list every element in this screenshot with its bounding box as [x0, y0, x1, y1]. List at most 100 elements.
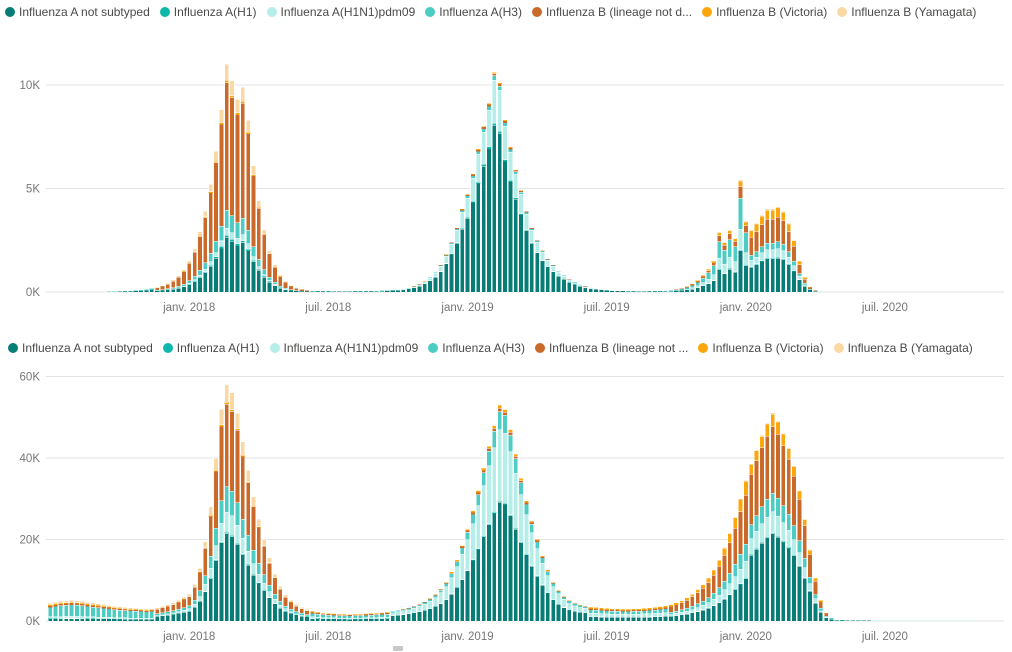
bar-segment-a_h1n1pdm09[interactable] — [48, 616, 53, 619]
bar-segment-a_not_subtyped[interactable] — [588, 616, 594, 622]
bar-segment-b_yamagata[interactable] — [224, 64, 230, 81]
bar-segment-b_yamagata[interactable] — [90, 603, 96, 605]
bar-segment-a_not_subtyped[interactable] — [224, 533, 230, 622]
bar-segment-a_not_subtyped[interactable] — [277, 287, 283, 293]
bar-segment-a_not_subtyped[interactable] — [807, 289, 813, 293]
bar-segment-a_h3[interactable] — [245, 229, 251, 245]
bar-segment-b_lineage_nd[interactable] — [786, 231, 792, 252]
bar-segment-a_h3[interactable] — [732, 246, 738, 263]
bar-segment-b_lineage_nd[interactable] — [609, 610, 615, 612]
bar-segment-b_yamagata[interactable] — [128, 607, 133, 610]
bar-segment-a_not_subtyped[interactable] — [732, 589, 738, 622]
bar-segment-a_h3[interactable] — [824, 616, 829, 617]
bar-segment-b_victoria[interactable] — [807, 549, 813, 555]
bar-segment-b_lineage_nd[interactable] — [331, 614, 336, 616]
bar-segment-a_h1n1pdm09[interactable] — [454, 566, 460, 588]
bar-segment-a_h3[interactable] — [775, 241, 781, 249]
legend-item-a_h1[interactable]: Influenza A(H1) — [162, 341, 260, 355]
bar-segment-a_h3[interactable] — [144, 611, 149, 619]
bar-segment-a_not_subtyped[interactable] — [385, 291, 390, 292]
bar-segment-a_h1n1pdm09[interactable] — [593, 288, 599, 290]
bar-segment-a_h3[interactable] — [508, 434, 513, 452]
bar-segment-b_lineage_nd[interactable] — [631, 610, 636, 612]
bar-segment-a_h1n1pdm09[interactable] — [417, 284, 422, 286]
bar-segment-b_lineage_nd[interactable] — [277, 588, 283, 602]
bar-segment-a_h3[interactable] — [722, 580, 727, 591]
bar-segment-a_not_subtyped[interactable] — [513, 528, 519, 622]
bar-segment-a_h3[interactable] — [775, 497, 781, 517]
bar-segment-b_victoria[interactable] — [689, 593, 695, 598]
bar-segment-b_victoria[interactable] — [203, 547, 208, 549]
bar-segment-a_h1n1pdm09[interactable] — [181, 609, 187, 613]
bar-segment-a_not_subtyped[interactable] — [636, 617, 642, 622]
bar-segment-b_yamagata[interactable] — [765, 209, 770, 211]
bar-segment-b_lineage_nd[interactable] — [695, 281, 700, 283]
bar-segment-a_h3[interactable] — [497, 85, 503, 91]
bottom-chart-plot[interactable]: 0K 20K 40K 60K janv. 2018 juil. 2018 janv. 201… — [0, 334, 1012, 652]
bar-segment-a_not_subtyped[interactable] — [192, 607, 197, 622]
bar-segment-a_h1n1pdm09[interactable] — [647, 613, 652, 618]
bar-segment-a_h3[interactable] — [567, 601, 572, 603]
bar-segment-b_lineage_nd[interactable] — [154, 608, 160, 614]
bar-segment-b_lineage_nd[interactable] — [176, 602, 181, 610]
bar-segment-b_lineage_nd[interactable] — [385, 613, 390, 615]
bar-segment-b_victoria[interactable] — [208, 191, 213, 193]
bar-segment-b_victoria[interactable] — [518, 190, 524, 192]
bar-segment-a_h1n1pdm09[interactable] — [443, 586, 449, 600]
bar-segment-a_h3[interactable] — [689, 285, 695, 288]
bar-segment-a_h1n1pdm09[interactable] — [802, 284, 807, 287]
bar-segment-b_lineage_nd[interactable] — [90, 605, 96, 608]
bar-segment-b_victoria[interactable] — [738, 499, 743, 512]
bar-segment-a_h1[interactable] — [502, 503, 508, 505]
bar-segment-b_victoria[interactable] — [117, 608, 122, 610]
bar-segment-b_yamagata[interactable] — [229, 80, 235, 96]
bar-segment-b_lineage_nd[interactable] — [197, 572, 203, 592]
bar-segment-b_lineage_nd[interactable] — [304, 610, 310, 615]
bar-segment-a_h1n1pdm09[interactable] — [385, 617, 390, 619]
bar-segment-a_h1n1pdm09[interactable] — [754, 530, 759, 549]
bar-segment-b_victoria[interactable] — [476, 149, 481, 150]
bar-segment-a_not_subtyped[interactable] — [599, 616, 604, 622]
bar-segment-b_yamagata[interactable] — [213, 457, 219, 471]
bar-segment-a_not_subtyped[interactable] — [813, 602, 818, 622]
bar-segment-b_yamagata[interactable] — [733, 238, 738, 239]
bar-segment-a_h3[interactable] — [459, 547, 465, 555]
bar-segment-b_lineage_nd[interactable] — [540, 556, 545, 558]
bar-segment-a_h3[interactable] — [791, 525, 797, 540]
bar-segment-b_victoria[interactable] — [219, 424, 224, 427]
bar-segment-b_yamagata[interactable] — [754, 449, 759, 451]
bar-segment-b_victoria[interactable] — [620, 609, 625, 611]
bar-segment-a_h3[interactable] — [74, 604, 80, 617]
bar-segment-a_h1[interactable] — [235, 243, 240, 246]
bar-segment-a_not_subtyped[interactable] — [481, 165, 487, 293]
bar-segment-b_lineage_nd[interactable] — [449, 572, 454, 574]
bar-segment-a_h1[interactable] — [722, 273, 727, 274]
bar-segment-a_h1n1pdm09[interactable] — [508, 151, 513, 181]
bar-segment-a_not_subtyped[interactable] — [74, 618, 80, 622]
bar-segment-b_victoria[interactable] — [674, 603, 679, 605]
bar-segment-b_lineage_nd[interactable] — [626, 610, 631, 612]
bar-segment-b_victoria[interactable] — [748, 464, 754, 475]
bar-segment-a_not_subtyped[interactable] — [384, 618, 390, 622]
bar-segment-a_h1n1pdm09[interactable] — [754, 256, 759, 265]
bar-segment-a_not_subtyped[interactable] — [625, 617, 631, 622]
bar-segment-b_victoria[interactable] — [711, 261, 716, 263]
bar-segment-a_not_subtyped[interactable] — [529, 565, 535, 622]
bar-segment-b_lineage_nd[interactable] — [780, 445, 786, 506]
bar-segment-a_not_subtyped[interactable] — [722, 273, 727, 293]
bar-segment-a_h1n1pdm09[interactable] — [149, 618, 154, 620]
bar-segment-b_victoria[interactable] — [240, 101, 246, 104]
bar-segment-a_not_subtyped[interactable] — [181, 286, 187, 293]
bar-segment-b_yamagata[interactable] — [754, 223, 759, 225]
bar-segment-b_victoria[interactable] — [246, 481, 251, 483]
bar-segment-b_yamagata[interactable] — [63, 600, 69, 603]
bar-segment-a_h1n1pdm09[interactable] — [524, 514, 529, 555]
bar-segment-a_h1n1pdm09[interactable] — [513, 472, 519, 529]
bar-segment-a_not_subtyped[interactable] — [235, 245, 240, 293]
bar-segment-a_h1n1pdm09[interactable] — [700, 605, 706, 611]
bar-segment-a_h1n1pdm09[interactable] — [716, 258, 722, 270]
bar-segment-a_h3[interactable] — [684, 287, 690, 289]
bar-segment-a_not_subtyped[interactable] — [620, 617, 626, 622]
bar-segment-a_h1n1pdm09[interactable] — [240, 538, 246, 555]
bar-segment-b_lineage_nd[interactable] — [797, 498, 802, 542]
